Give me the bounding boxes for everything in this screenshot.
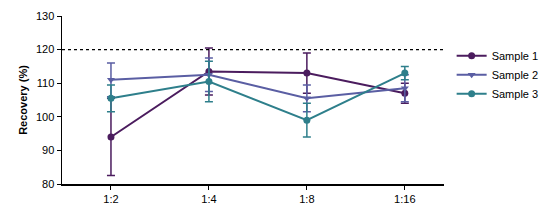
svg-text:1:4: 1:4 xyxy=(201,193,216,205)
svg-text:110: 110 xyxy=(37,77,55,89)
svg-text:120: 120 xyxy=(36,43,54,55)
svg-text:90: 90 xyxy=(42,144,54,156)
svg-text:1:16: 1:16 xyxy=(394,193,415,205)
svg-text:1:2: 1:2 xyxy=(103,193,118,205)
svg-text:100: 100 xyxy=(36,111,54,123)
svg-text:80: 80 xyxy=(42,178,54,190)
svg-text:Sample 3: Sample 3 xyxy=(492,88,538,100)
svg-text:Sample 1: Sample 1 xyxy=(492,50,538,62)
svg-text:1:8: 1:8 xyxy=(299,193,314,205)
svg-text:130: 130 xyxy=(36,10,54,22)
svg-text:Sample 2: Sample 2 xyxy=(492,69,538,81)
svg-text:Recovery (%): Recovery (%) xyxy=(17,65,29,135)
